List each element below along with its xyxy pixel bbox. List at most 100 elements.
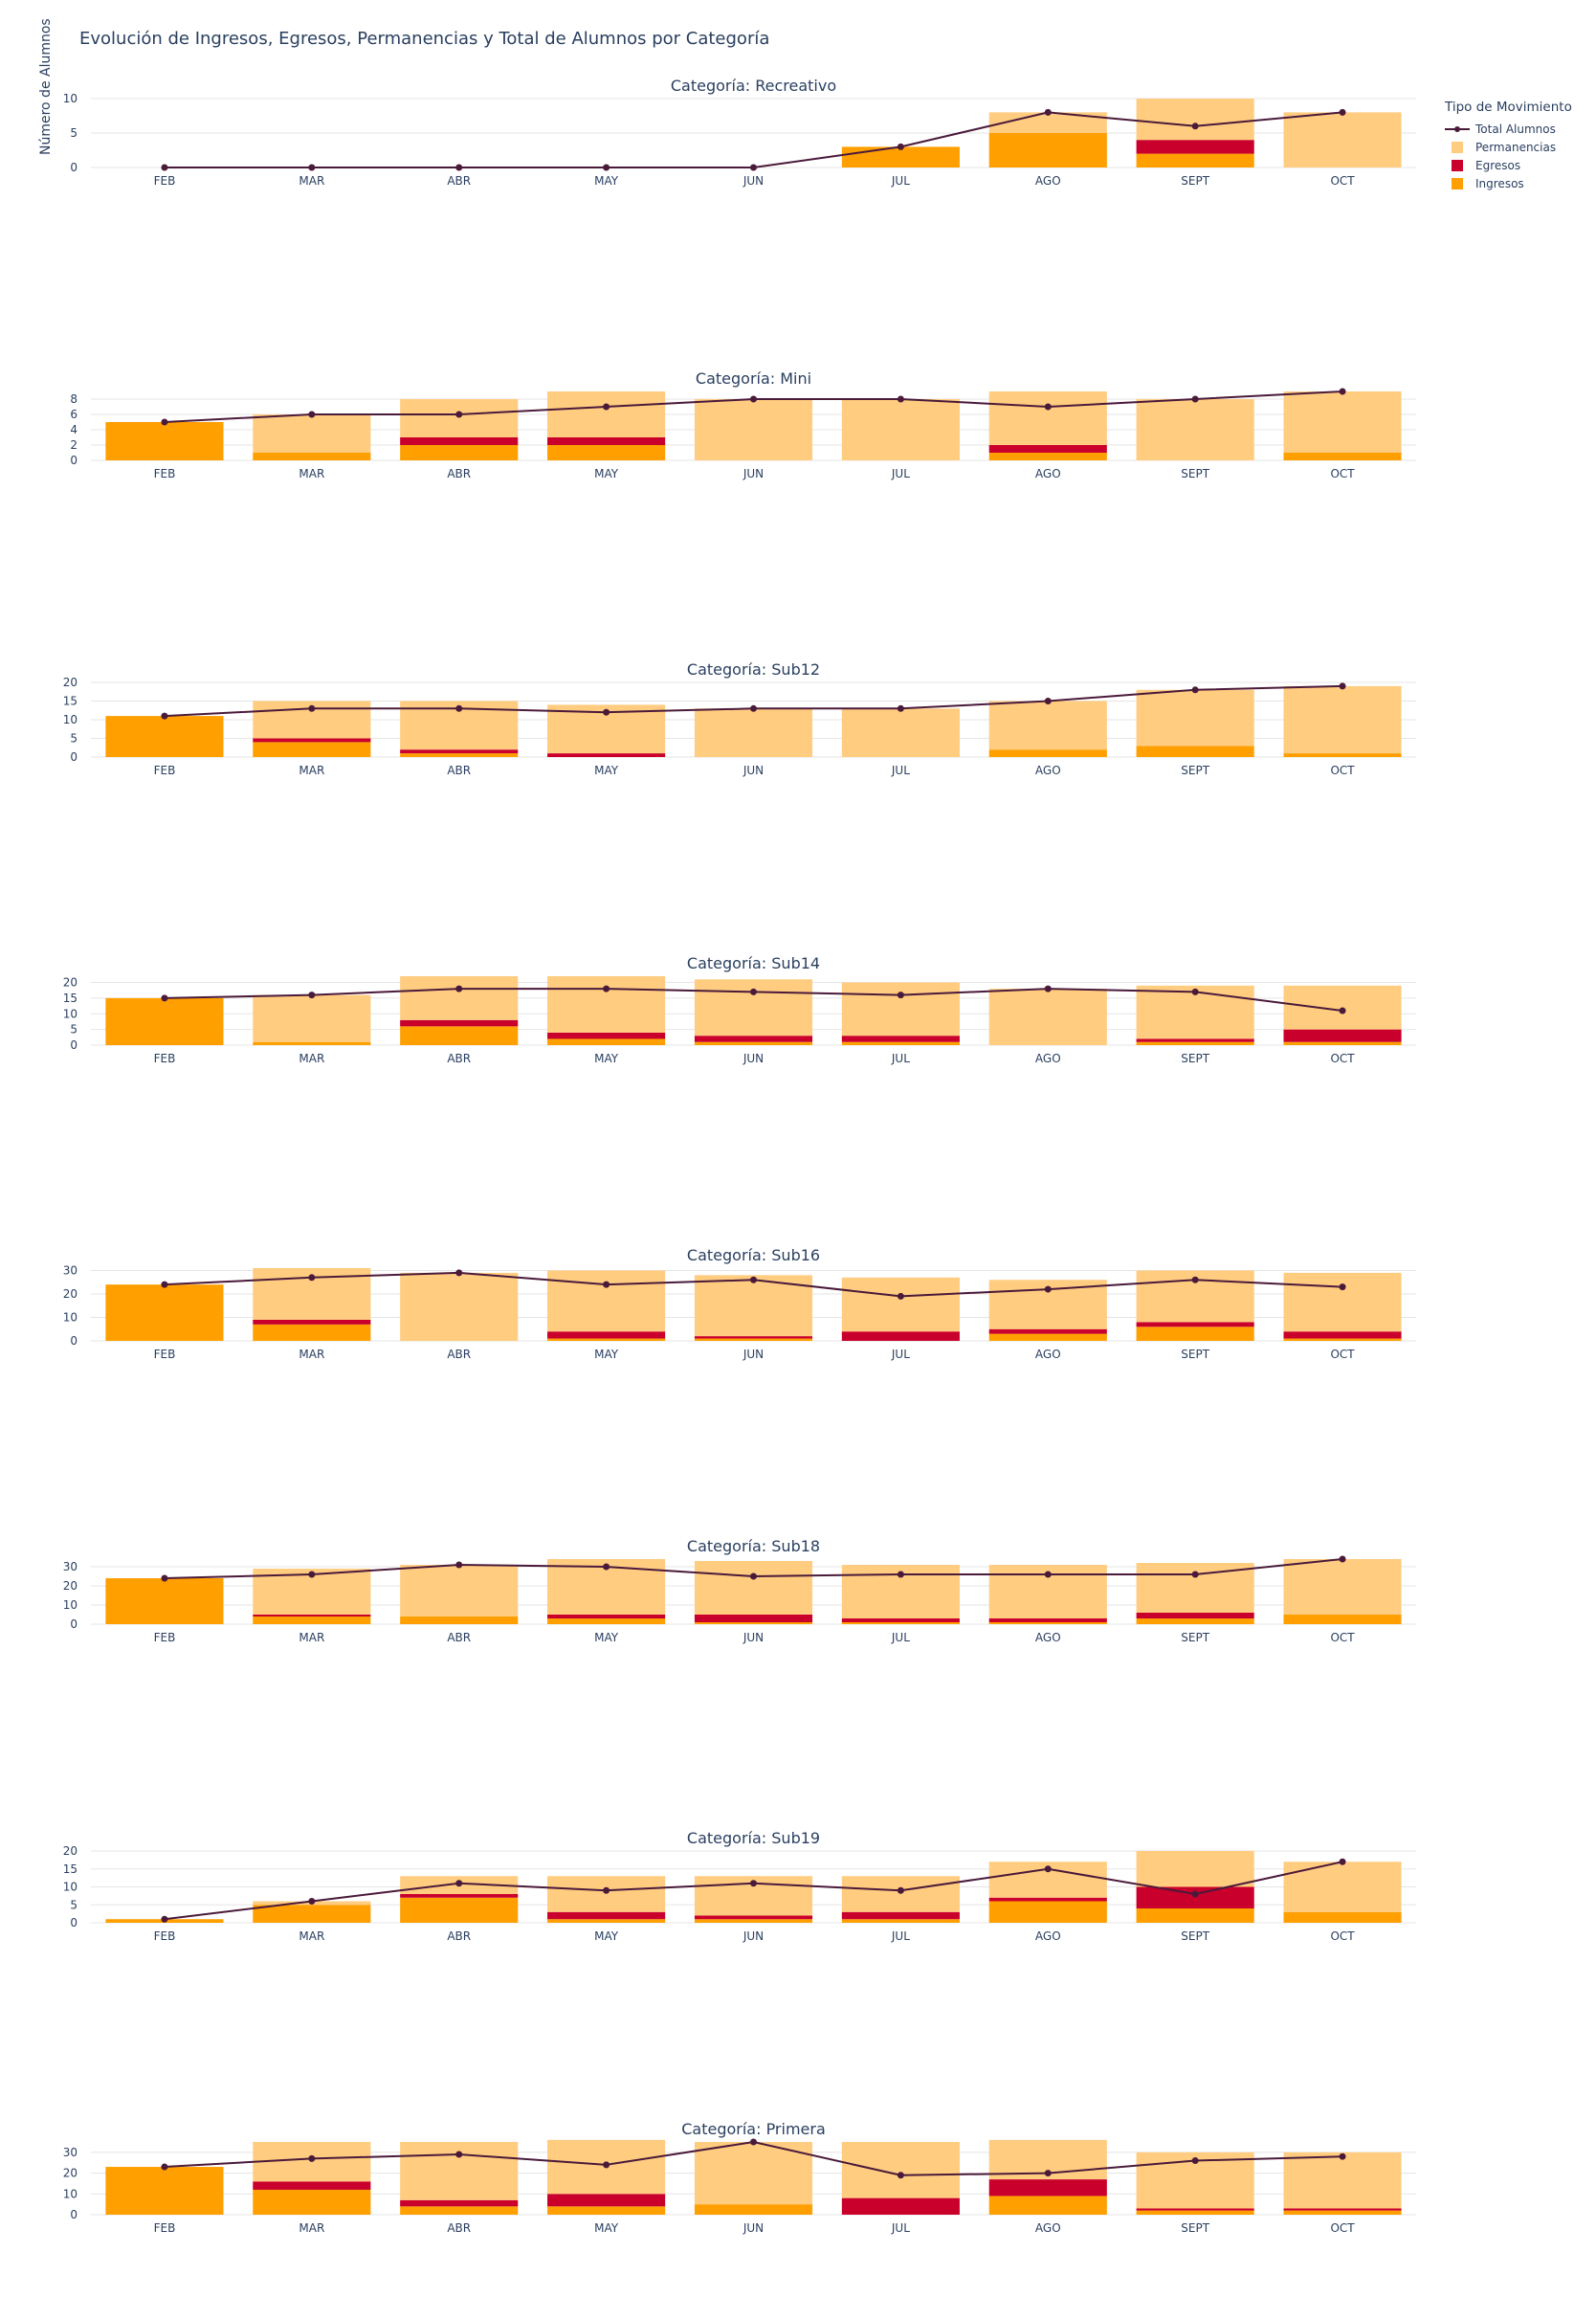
bar-permanencias: [253, 414, 371, 453]
bar-ingresos: [1136, 1618, 1254, 1624]
point-total-alumnos: [1339, 2152, 1346, 2160]
bar-permanencias: [841, 982, 960, 1037]
x-tick-label: ABR: [447, 1052, 471, 1065]
bar-egresos: [1136, 1886, 1254, 1908]
x-tick-label: AGO: [1035, 1052, 1061, 1065]
x-tick-label: MAY: [594, 2221, 619, 2235]
x-tick-label: AGO: [1035, 174, 1061, 188]
bar-egresos: [253, 1319, 371, 1325]
legend-title: Tipo de Movimiento: [1445, 100, 1572, 115]
bar-permanencias: [547, 1270, 666, 1332]
bar-ingresos: [694, 2204, 813, 2215]
y-tick-label: 15: [63, 695, 78, 708]
x-tick-label: FEB: [154, 467, 176, 480]
point-total-alumnos: [1044, 698, 1052, 704]
bar-ingresos: [547, 445, 666, 460]
point-total-alumnos: [1339, 1555, 1346, 1563]
bar-permanencias: [694, 1275, 813, 1337]
bar-ingresos: [694, 1338, 813, 1341]
legend-box-swatch: [1445, 159, 1470, 172]
x-tick-label: AGO: [1035, 1929, 1061, 1943]
point-total-alumnos: [161, 418, 168, 426]
bar-ingresos: [1283, 753, 1402, 757]
point-total-alumnos: [897, 1292, 904, 1300]
bar-egresos: [1136, 1613, 1254, 1618]
bar-ingresos: [1136, 746, 1254, 757]
bar-permanencias: [1136, 399, 1254, 460]
bar-ingresos: [105, 1284, 224, 1341]
legend-item-total-alumnos[interactable]: Total Alumnos: [1445, 120, 1572, 138]
bar-ingresos: [1283, 1041, 1402, 1045]
bar-permanencias: [988, 989, 1107, 1045]
legend-item-permanencias[interactable]: Permanencias: [1445, 138, 1572, 156]
point-total-alumnos: [308, 1898, 316, 1905]
x-tick-label: JUN: [743, 764, 764, 777]
x-tick-label: MAY: [594, 1348, 619, 1361]
bar-ingresos: [1283, 2210, 1402, 2215]
point-total-alumnos: [603, 985, 610, 992]
y-tick-label: 5: [70, 1898, 78, 1911]
y-tick-label: 20: [63, 1287, 78, 1301]
bar-ingresos: [105, 422, 224, 460]
bar-ingresos: [1136, 1041, 1254, 1045]
legend: Tipo de Movimiento Total Alumnos Permane…: [1445, 100, 1572, 192]
point-total-alumnos: [161, 164, 168, 171]
x-tick-label: AGO: [1035, 2221, 1061, 2235]
legend-item-ingresos[interactable]: Ingresos: [1445, 174, 1572, 192]
bar-ingresos: [988, 1333, 1107, 1341]
bar-egresos: [1283, 1331, 1402, 1339]
bar-egresos: [694, 1915, 813, 1920]
y-tick-label: 0: [70, 161, 78, 174]
subplot-title: Categoría: Recreativo: [671, 77, 836, 95]
subplot-5: Categoría: Sub18 0 10 20 30 FEB MAR ABR MAY JUN JU…: [63, 1537, 1416, 1644]
bar-ingresos: [1136, 1908, 1254, 1923]
x-tick-label: OCT: [1330, 1929, 1355, 1943]
x-tick-label: JUN: [743, 1631, 764, 1644]
point-total-alumnos: [603, 164, 610, 171]
bar-permanencias: [1283, 1862, 1402, 1912]
bar-permanencias: [547, 391, 666, 437]
x-tick-label: AGO: [1035, 467, 1061, 480]
bar-permanencias: [1283, 2152, 1402, 2209]
bar-egresos: [841, 1618, 960, 1622]
bar-ingresos: [1136, 1327, 1254, 1341]
y-tick-label: 0: [70, 1617, 78, 1631]
bar-ingresos: [694, 1919, 813, 1923]
legend-label: Ingresos: [1475, 176, 1524, 190]
y-tick-label: 10: [63, 2187, 78, 2200]
point-total-alumnos: [308, 411, 316, 418]
bar-ingresos: [253, 2189, 371, 2215]
point-total-alumnos: [1191, 395, 1199, 403]
bar-egresos: [841, 1036, 960, 1042]
subplot-title: Categoría: Sub12: [687, 660, 820, 679]
bar-ingresos: [253, 1905, 371, 1923]
subplot-7: Categoría: Primera 0 10 20 30 FEB MAR ABR MAY JUN…: [63, 2120, 1416, 2235]
bar-permanencias: [400, 1272, 519, 1341]
point-total-alumnos: [455, 704, 463, 712]
point-total-alumnos: [897, 1886, 904, 1894]
x-tick-label: MAR: [299, 2221, 324, 2235]
bar-permanencias: [694, 1561, 813, 1615]
bar-ingresos: [105, 1578, 224, 1624]
x-tick-label: OCT: [1330, 764, 1355, 777]
x-tick-label: OCT: [1330, 1348, 1355, 1361]
x-tick-label: OCT: [1330, 2221, 1355, 2235]
bar-egresos: [694, 1615, 813, 1622]
point-total-alumnos: [1191, 123, 1199, 130]
bar-ingresos: [253, 742, 371, 757]
point-total-alumnos: [1191, 1571, 1199, 1578]
bar-ingresos: [1136, 153, 1254, 167]
x-tick-label: FEB: [154, 1631, 176, 1644]
bar-ingresos: [988, 1901, 1107, 1923]
x-tick-label: JUN: [743, 1929, 764, 1943]
x-tick-label: OCT: [1330, 174, 1355, 188]
bar-permanencias: [400, 1565, 519, 1617]
bar-egresos: [400, 2199, 519, 2207]
subplot-title: Categoría: Sub14: [687, 954, 820, 972]
point-total-alumnos: [308, 2154, 316, 2162]
legend-item-egresos[interactable]: Egresos: [1445, 156, 1572, 174]
x-tick-label: FEB: [154, 1348, 176, 1361]
point-total-alumnos: [750, 704, 757, 712]
y-tick-label: 20: [63, 976, 78, 990]
bar-permanencias: [1283, 1559, 1402, 1615]
